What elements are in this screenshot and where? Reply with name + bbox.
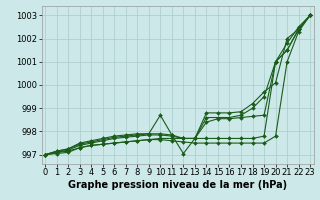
X-axis label: Graphe pression niveau de la mer (hPa): Graphe pression niveau de la mer (hPa) (68, 180, 287, 190)
